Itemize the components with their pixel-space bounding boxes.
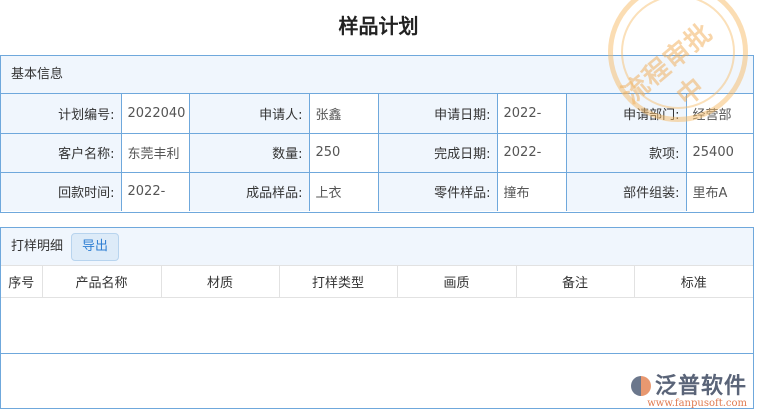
basic-info-section: 基本信息 计划编号: 2022040 申请人: 张鑫 申请日期: 2022- 申请部门… <box>0 55 754 213</box>
field-label: 申请日期: <box>377 94 498 134</box>
apply-date-value: 2022- <box>496 94 567 134</box>
info-row: 回款时间: 2022- 成品样品: 上衣 零件样品: 撞布 部件组装: 里布A <box>1 171 753 211</box>
field-label: 申请人: <box>188 94 310 134</box>
quantity-value: 250 <box>308 132 379 173</box>
logo-name: 泛普软件 <box>654 374 747 399</box>
department-value: 经营部 <box>685 94 753 134</box>
field-label: 数量: <box>188 132 310 173</box>
column-header-sample-type[interactable]: 打样类型 <box>278 265 398 298</box>
applicant-value: 张鑫 <box>308 94 379 134</box>
sample-detail-section: 打样明细 导出 序号 产品名称 材质 打样类型 画质 备注 标准 <box>0 227 754 409</box>
column-header-remark[interactable]: 备注 <box>515 265 635 298</box>
info-row: 客户名称: 东莞丰利 数量: 250 完成日期: 2022- 款项: 25400 <box>1 132 753 173</box>
field-label: 部件组装: <box>565 171 687 211</box>
info-row: 计划编号: 2022040 申请人: 张鑫 申请日期: 2022- 申请部门: 经营部 <box>1 94 753 134</box>
logo-url: www.fanpusoft.com <box>647 398 747 409</box>
assembly-value: 里布A <box>685 171 753 211</box>
column-header-quality[interactable]: 画质 <box>396 265 517 298</box>
basic-info-table: 计划编号: 2022040 申请人: 张鑫 申请日期: 2022- 申请部门: 经营部 … <box>1 94 753 211</box>
field-label: 申请部门: <box>565 94 687 134</box>
column-header-standard[interactable]: 标准 <box>633 265 753 298</box>
empty-table-body <box>1 298 753 354</box>
field-label: 成品样品: <box>188 171 310 211</box>
detail-table: 序号 产品名称 材质 打样类型 画质 备注 标准 <box>1 265 753 298</box>
field-label: 计划编号: <box>1 94 122 134</box>
column-header-product-name[interactable]: 产品名称 <box>41 265 162 298</box>
customer-value: 东莞丰利 <box>120 132 190 173</box>
page-title: 样品计划 <box>338 14 419 38</box>
plan-number-value: 2022040 <box>120 94 190 134</box>
finish-date-value: 2022- <box>496 132 567 173</box>
logo-icon <box>630 376 651 396</box>
column-header-index[interactable]: 序号 <box>1 265 43 298</box>
finished-sample-value: 上衣 <box>308 171 379 211</box>
export-button[interactable]: 导出 <box>71 232 120 261</box>
company-logo: 泛普软件 www.fanpusoft.com <box>630 368 747 409</box>
field-label: 款项: <box>565 132 687 173</box>
basic-info-heading: 基本信息 <box>1 56 753 94</box>
part-sample-value: 撞布 <box>496 171 567 211</box>
detail-heading: 打样明细 <box>11 238 64 254</box>
payment-time-value: 2022- <box>120 171 190 211</box>
field-label: 完成日期: <box>377 132 498 173</box>
field-label: 零件样品: <box>377 171 498 211</box>
field-label: 回款时间: <box>1 171 122 211</box>
payment-value: 25400 <box>685 132 753 173</box>
field-label: 客户名称: <box>1 132 122 173</box>
column-header-material[interactable]: 材质 <box>160 265 280 298</box>
